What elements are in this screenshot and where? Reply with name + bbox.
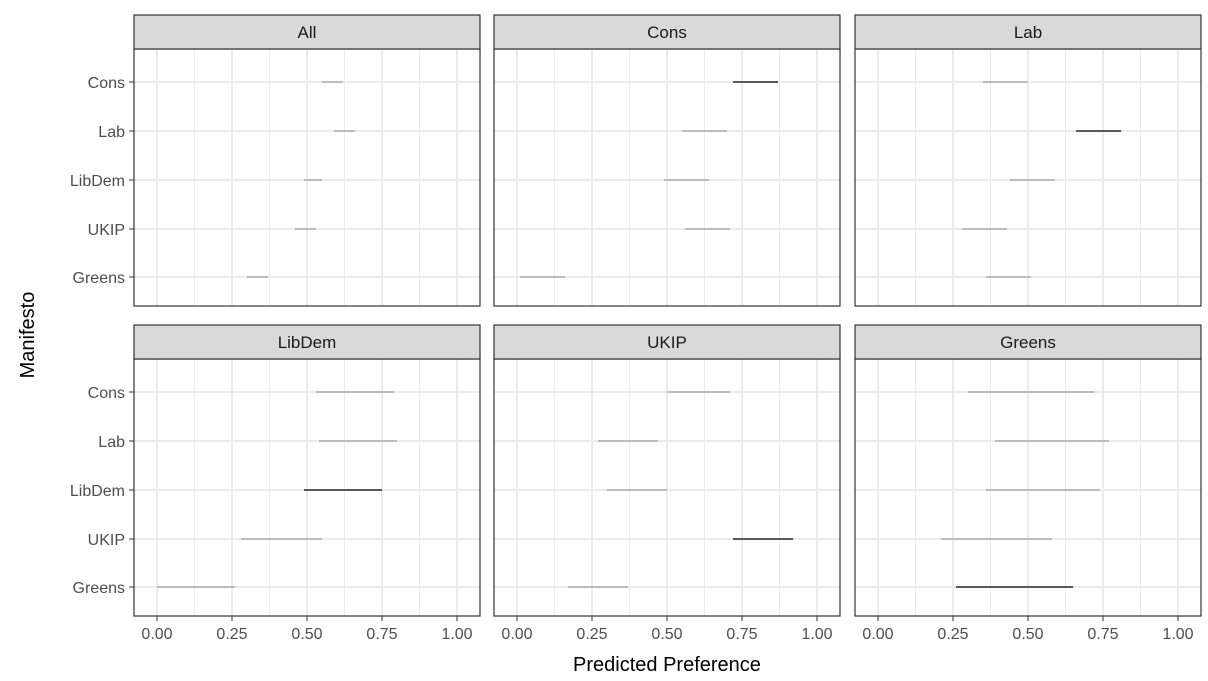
x-tick-label: 0.25 <box>937 626 968 643</box>
strip-background <box>854 14 1202 50</box>
y-tick-label: UKIP <box>88 532 125 549</box>
panel-ukip: UKIP <box>493 324 841 617</box>
strip-label: Cons <box>647 23 687 42</box>
y-tick-label: UKIP <box>88 222 125 239</box>
x-tick-label: 0.75 <box>1087 626 1118 643</box>
x-tick-label: 0.75 <box>366 626 397 643</box>
y-tick-label: Cons <box>88 385 125 402</box>
x-tick-label: 1.00 <box>441 626 472 643</box>
x-tick-label: 1.00 <box>801 626 832 643</box>
y-tick-label: Lab <box>98 124 125 141</box>
x-tick-label: 0.50 <box>651 626 682 643</box>
x-tick-label: 0.50 <box>1012 626 1043 643</box>
panel-all: All <box>133 14 481 307</box>
y-axis-title: Manifesto <box>17 292 39 379</box>
x-tick-label: 0.25 <box>216 626 247 643</box>
x-tick-label: 0.75 <box>726 626 757 643</box>
strip-label: All <box>298 23 317 42</box>
panel-cons: Cons <box>493 14 841 307</box>
strip-label: Greens <box>1000 333 1056 352</box>
y-tick-label: Greens <box>73 580 125 597</box>
y-tick-label: Cons <box>88 75 125 92</box>
x-tick-label: 0.00 <box>141 626 172 643</box>
strip-background <box>133 14 481 50</box>
panel-lab: Lab <box>854 14 1202 307</box>
strip-label: UKIP <box>647 333 687 352</box>
x-tick-label: 0.50 <box>291 626 322 643</box>
y-tick-label: Lab <box>98 434 125 451</box>
y-tick-label: Greens <box>73 270 125 287</box>
strip-label: Lab <box>1014 23 1042 42</box>
strip-background <box>854 324 1202 360</box>
strip-background <box>493 324 841 360</box>
x-axis-title: Predicted Preference <box>573 654 761 676</box>
strip-background <box>493 14 841 50</box>
y-tick-label: LibDem <box>70 173 125 190</box>
strip-background <box>133 324 481 360</box>
strip-label: LibDem <box>278 333 337 352</box>
panel-greens: Greens <box>854 324 1202 617</box>
y-tick-label: LibDem <box>70 483 125 500</box>
x-tick-label: 0.00 <box>862 626 893 643</box>
x-tick-label: 0.25 <box>576 626 607 643</box>
x-tick-label: 0.00 <box>501 626 532 643</box>
panel-libdem: LibDem <box>133 324 481 617</box>
x-tick-label: 1.00 <box>1162 626 1193 643</box>
